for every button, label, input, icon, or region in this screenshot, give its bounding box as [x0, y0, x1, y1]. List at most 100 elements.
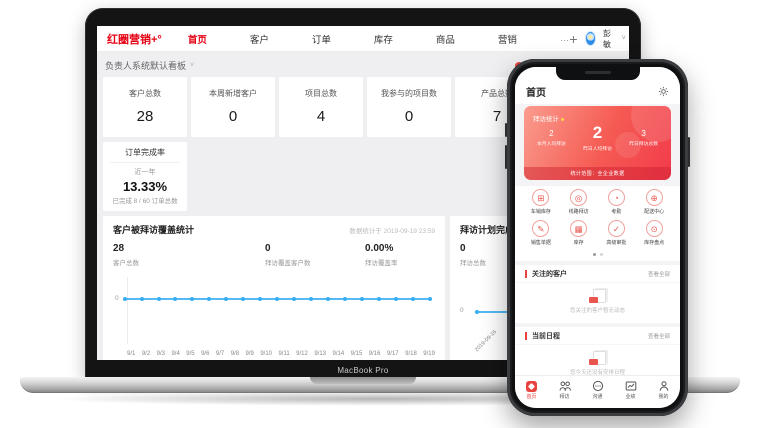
phone-notch — [555, 67, 640, 80]
grid-item-route-visit[interactable]: ◎ 线路拜访 — [560, 189, 598, 215]
stock-count-icon: ⊙ — [645, 220, 663, 237]
add-icon[interactable]: + — [569, 30, 578, 47]
plot-area — [127, 277, 433, 344]
nav-item-home[interactable]: 首页 — [187, 34, 207, 46]
user-avatar[interactable] — [584, 31, 597, 46]
stat-yesterday-total: 3 昨日拜访总数 — [629, 129, 658, 147]
stat-value: 0 — [228, 108, 238, 125]
section-title: 关注的客户 — [532, 270, 567, 278]
red-bar-icon — [525, 269, 527, 278]
nav-item-more[interactable]: … — [559, 33, 570, 44]
stat-card-projects[interactable]: 项目总数 4 — [279, 77, 363, 137]
x-axis-labels: 9/1 9/2 9/3 9/4 9/5 9/6 9/7 9/8 9/9 9/10 9/11… — [127, 351, 435, 357]
phone-page-title: 首页 — [526, 88, 546, 99]
sales-order-icon: ✎ — [532, 220, 550, 237]
tab-visits[interactable]: 拜访 — [548, 376, 581, 408]
board-title[interactable]: 负责人系统默认看板 — [105, 61, 187, 71]
people-icon — [559, 381, 571, 391]
grid-item-van-inventory[interactable]: ⊞ 车销库存 — [522, 189, 560, 215]
nav-item-marketing[interactable]: 营销 — [497, 34, 517, 46]
stat-label: 我参与的项目数 — [381, 89, 437, 98]
app-grid: ⊞ 车销库存 ◎ 线路拜访 ◔ 考勤 ⊕ 配送中心 ✎ 销售单据 — [515, 186, 680, 250]
board-caret-icon[interactable]: ˅ — [190, 62, 195, 69]
route-visit-icon: ◎ — [570, 189, 588, 206]
stat-label: 客户总数 — [129, 89, 161, 98]
grid-item-sales-order[interactable]: ✎ 销售单据 — [522, 220, 560, 246]
tab-home[interactable]: 首页 — [515, 376, 548, 408]
phone-mockup: 首页 拜访统计 2 本月人均拜访 2 昨日人均拜访 — [505, 59, 690, 416]
phone-screen: 首页 拜访统计 2 本月人均拜访 2 昨日人均拜访 — [515, 67, 680, 408]
nav-item-products[interactable]: 商品 — [435, 34, 455, 46]
phone-volume-button — [505, 145, 507, 169]
grid-item-delivery-center[interactable]: ⊕ 配送中心 — [635, 189, 673, 215]
dot-active[interactable] — [592, 253, 596, 256]
laptop-brand-label: MacBook Pro — [337, 366, 389, 375]
order-card-note: 已完成 8 / 60 订单总数 — [112, 198, 178, 205]
stats-scope-label: 统计范围：全企业数据 — [524, 167, 671, 180]
visit-card-title: 拜访统计 — [533, 116, 559, 123]
stat-label: 本周新增客户 — [209, 89, 257, 98]
visit-coverage-card: 客户被拜访覆盖统计 数据统计于 2019-09-19 23:59 28 客户总数… — [103, 216, 445, 360]
chart-icon — [625, 381, 636, 391]
nav-item-inventory[interactable]: 库存 — [373, 34, 393, 46]
grid-item-inventory[interactable]: ▦ 库存 — [560, 220, 598, 246]
approval-icon: ✓ — [607, 220, 625, 237]
order-completion-card[interactable]: 订单完成率 近一年 13.33% 已完成 8 / 60 订单总数 — [103, 142, 187, 211]
order-card-period: 近一年 — [134, 169, 156, 176]
stat-value: 4 — [316, 108, 326, 125]
visit-line-chart[interactable]: 0 9/1 9/2 9/3 9/4 9/5 9/6 9/7 9/8 — [113, 275, 435, 357]
delivery-center-icon: ⊕ — [645, 189, 663, 206]
phone-mute-switch — [505, 123, 507, 137]
yellow-dot-icon — [561, 118, 564, 121]
empty-state-illustration — [588, 351, 607, 365]
stat-label: 项目总数 — [305, 89, 337, 98]
visit-chart-timestamp: 数据统计于 2019-09-19 23:59 — [349, 227, 435, 235]
tab-performance[interactable]: 业绩 — [614, 376, 647, 408]
tab-profile[interactable]: 我的 — [647, 376, 680, 408]
gear-icon[interactable] — [658, 86, 669, 97]
home-icon — [526, 380, 537, 392]
section-title: 当前日程 — [532, 332, 560, 340]
plan-chart-title: 拜访计划完成率 — [460, 225, 524, 235]
attendance-icon: ◔ — [607, 189, 625, 206]
stat-month-avg: 2 本月人均拜访 — [537, 129, 566, 147]
stat-card-new-customers[interactable]: 本周新增客户 0 — [191, 77, 275, 137]
stat-value: 28 — [136, 108, 154, 125]
dot[interactable] — [599, 253, 603, 256]
stat-card-my-projects[interactable]: 我参与的项目数 0 — [367, 77, 451, 137]
nav-item-customers[interactable]: 客户 — [249, 34, 269, 46]
user-name: 彭敏 — [603, 28, 612, 49]
stat-value: 7 — [492, 108, 502, 125]
chat-icon — [592, 380, 603, 392]
grid-item-approval[interactable]: ✓ 高级审批 — [598, 220, 636, 246]
empty-state-text: 您今天还没有安排日程 — [569, 370, 625, 376]
empty-state-text: 您关注的客户暂无动态 — [569, 308, 625, 314]
grid-item-stock-count[interactable]: ⊙ 库存盘点 — [635, 220, 673, 246]
app-logo: 红圈营销+° — [107, 33, 162, 46]
view-all-link[interactable]: 查看全部 — [647, 333, 670, 340]
visit-stats-card[interactable]: 拜访统计 2 本月人均拜访 2 昨日人均拜访 3 昨日拜访总数 统计范围 — [524, 106, 671, 180]
followed-customers-section: 关注的客户 查看全部 您关注的客户暂无动态 — [515, 265, 680, 323]
stat-yesterday-avg: 2 昨日人均拜访 — [583, 123, 612, 152]
plan-stat-total: 0 拜访总数 — [460, 243, 486, 267]
visit-chart-title: 客户被拜访覆盖统计 — [113, 225, 195, 235]
stat-card-row: 客户总数 28 本周新增客户 0 项目总数 4 我参与的项目数 0 产品总数 — [103, 77, 539, 137]
phone-power-button — [688, 137, 690, 167]
inventory-icon: ▦ — [570, 220, 588, 237]
chevron-down-icon[interactable]: ˅ — [621, 35, 626, 42]
grid-item-attendance[interactable]: ◔ 考勤 — [598, 189, 636, 215]
y-axis-tick: 0 — [115, 294, 119, 302]
phone-bottom-nav: 首页 拜访 — [515, 375, 680, 408]
view-all-link[interactable]: 查看全部 — [647, 271, 670, 278]
y-axis-tick: 0 — [460, 306, 464, 314]
stat-card-customers[interactable]: 客户总数 28 — [103, 77, 187, 137]
desktop-navbar: 红圈营销+° 首页 客户 订单 库存 商品 营销 … + 彭敏 ˅ — [97, 26, 629, 52]
carousel-dots — [515, 250, 680, 261]
nav-item-orders[interactable]: 订单 — [311, 34, 331, 46]
van-inventory-icon: ⊞ — [532, 189, 550, 206]
tab-communication[interactable]: 沟通 — [581, 376, 614, 408]
red-bar-icon — [525, 331, 527, 340]
stat-label: 产品总数 — [481, 89, 513, 98]
order-card-title: 订单完成率 — [110, 147, 180, 163]
